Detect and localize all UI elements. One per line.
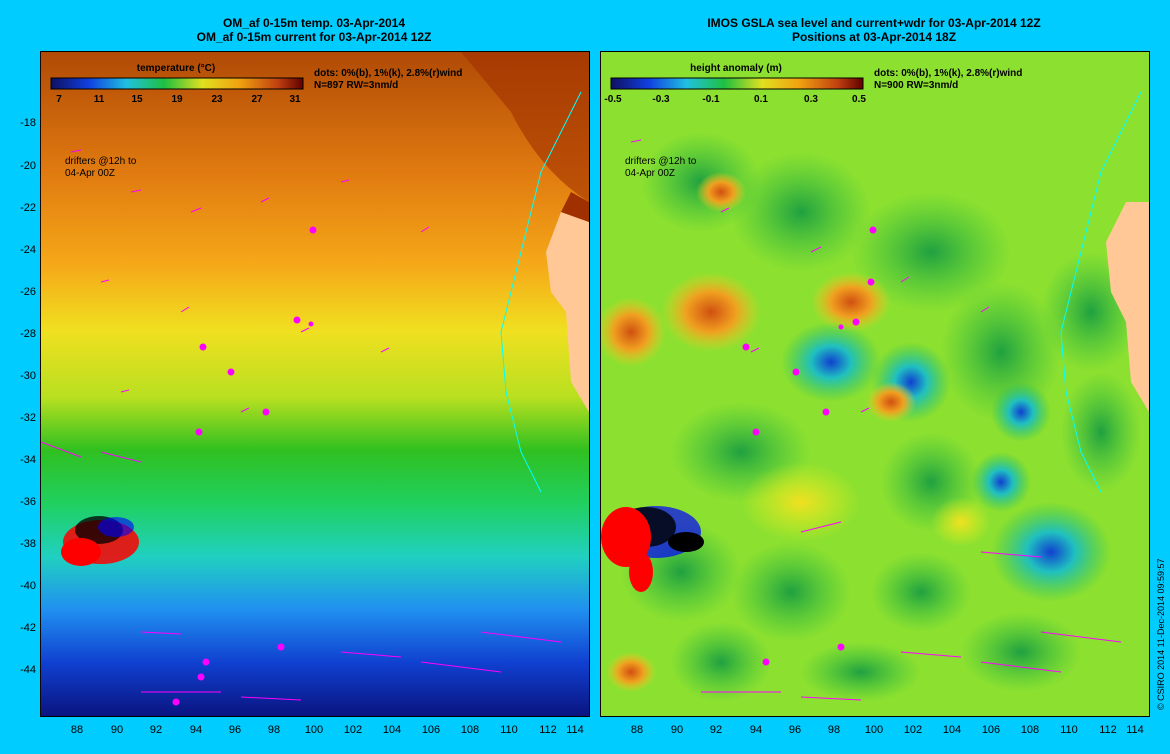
temp-tick-2: 15 xyxy=(131,94,143,105)
anomaly-blobs xyxy=(601,132,1141,702)
y-tick-6: -30 xyxy=(20,370,36,382)
temp-tick-5: 27 xyxy=(251,94,263,105)
temp-colorbar-label: temperature (°C) xyxy=(137,63,215,74)
sla-tick-5: 0.5 xyxy=(852,94,866,105)
y-tick-10: -38 xyxy=(20,538,36,550)
x-tick-l-0: 88 xyxy=(70,724,84,736)
temperature-map: temperature (°C) 7 11 15 19 23 27 31 dot… xyxy=(41,52,589,716)
left-drifters-note-2: 04-Apr 00Z xyxy=(65,168,115,179)
x-tick-r-10: 108 xyxy=(1020,724,1040,736)
left-map-title: OM_af 0-15m temp. 03-Apr-2014 OM_af 0-15… xyxy=(40,16,588,44)
y-tick-3: -24 xyxy=(20,244,36,256)
sea-level-map-panel: height anomaly (m) -0.5 -0.3 -0.1 0.1 0.… xyxy=(600,51,1150,717)
left-dots-legend-1: dots: 0%(b), 1%(k), 2.8%(r)wind xyxy=(314,68,462,79)
temp-tick-4: 23 xyxy=(211,94,223,105)
temp-tick-3: 19 xyxy=(171,94,183,105)
y-tick-11: -40 xyxy=(20,580,36,592)
y-tick-12: -42 xyxy=(20,622,36,634)
current-arrows xyxy=(41,149,562,706)
y-tick-9: -36 xyxy=(20,496,36,508)
x-tick-l-7: 102 xyxy=(343,724,363,736)
y-tick-0: -18 xyxy=(20,117,36,129)
y-tick-8: -34 xyxy=(20,454,36,466)
temp-tick-6: 31 xyxy=(289,94,301,105)
x-tick-r-4: 96 xyxy=(788,724,802,736)
x-tick-l-12: 112 xyxy=(539,724,557,736)
drifter-cluster-right xyxy=(601,506,704,592)
x-tick-r-9: 106 xyxy=(981,724,1001,736)
x-tick-r-2: 92 xyxy=(709,724,723,736)
credit-label: © CSIRO 2014 11-Dec-2014 09:59:57 xyxy=(1156,558,1166,710)
y-tick-7: -32 xyxy=(20,412,36,424)
x-tick-r-13: 114 xyxy=(1126,724,1144,736)
right-title-line1: IMOS GSLA sea level and current+wdr for … xyxy=(707,16,1041,30)
x-tick-r-6: 100 xyxy=(864,724,884,736)
right-dots-legend-1: dots: 0%(b), 1%(k), 2.8%(r)wind xyxy=(874,68,1022,79)
sla-tick-3: 0.1 xyxy=(754,94,768,105)
x-tick-r-3: 94 xyxy=(749,724,763,736)
sea-level-colorbar xyxy=(610,77,864,90)
right-title-line2: Positions at 03-Apr-2014 18Z xyxy=(791,30,957,44)
x-tick-r-12: 112 xyxy=(1099,724,1117,736)
x-tick-r-0: 88 xyxy=(630,724,644,736)
x-tick-l-6: 100 xyxy=(304,724,324,736)
x-tick-l-11: 110 xyxy=(500,724,518,736)
x-tick-r-7: 102 xyxy=(903,724,923,736)
y-tick-1: -20 xyxy=(20,160,36,172)
x-tick-l-5: 98 xyxy=(267,724,281,736)
left-dots-legend-2: N=897 RW=3nm/d xyxy=(314,80,398,91)
sea-level-map: height anomaly (m) -0.5 -0.3 -0.1 0.1 0.… xyxy=(601,52,1149,716)
x-tick-r-11: 110 xyxy=(1060,724,1078,736)
land-area xyxy=(546,212,589,412)
left-drifters-note-1: drifters @12h to xyxy=(65,156,137,167)
x-tick-l-1: 90 xyxy=(110,724,124,736)
x-tick-l-3: 94 xyxy=(189,724,203,736)
y-tick-2: -22 xyxy=(20,202,36,214)
right-map-title: IMOS GSLA sea level and current+wdr for … xyxy=(600,16,1148,44)
x-tick-l-4: 96 xyxy=(228,724,242,736)
x-tick-l-2: 92 xyxy=(149,724,163,736)
sla-tick-4: 0.3 xyxy=(804,94,818,105)
x-tick-l-10: 108 xyxy=(460,724,480,736)
x-tick-l-13: 114 xyxy=(566,724,584,736)
sla-tick-2: -0.1 xyxy=(702,94,720,105)
sla-tick-1: -0.3 xyxy=(652,94,670,105)
right-drifters-note-1: drifters @12h to xyxy=(625,156,697,167)
x-tick-r-1: 90 xyxy=(670,724,684,736)
credit-text: © CSIRO 2014 11-Dec-2014 09:59:57 xyxy=(1154,470,1168,710)
y-tick-5: -28 xyxy=(20,328,36,340)
temperature-field xyxy=(41,52,589,716)
sla-colorbar-label: height anomaly (m) xyxy=(690,63,782,74)
y-tick-13: -44 xyxy=(20,664,36,676)
land-area-right xyxy=(1106,202,1149,412)
temp-tick-1: 11 xyxy=(94,94,105,105)
left-title-line1: OM_af 0-15m temp. 03-Apr-2014 xyxy=(222,16,406,30)
temperature-map-panel: temperature (°C) 7 11 15 19 23 27 31 dot… xyxy=(40,51,590,717)
right-dots-legend-2: N=900 RW=3nm/d xyxy=(874,80,958,91)
drifter-cluster xyxy=(61,516,139,566)
temp-tick-0: 7 xyxy=(56,94,62,105)
temperature-colorbar xyxy=(50,77,304,90)
x-tick-r-8: 104 xyxy=(942,724,962,736)
y-tick-4: -26 xyxy=(20,286,36,298)
sla-tick-0: -0.5 xyxy=(604,94,622,105)
left-title-line2: OM_af 0-15m current for 03-Apr-2014 12Z xyxy=(196,30,432,44)
right-drifters-note-2: 04-Apr 00Z xyxy=(625,168,675,179)
x-tick-r-5: 98 xyxy=(827,724,841,736)
x-tick-l-9: 106 xyxy=(421,724,441,736)
x-tick-l-8: 104 xyxy=(382,724,402,736)
current-arrows-right xyxy=(630,139,1122,701)
